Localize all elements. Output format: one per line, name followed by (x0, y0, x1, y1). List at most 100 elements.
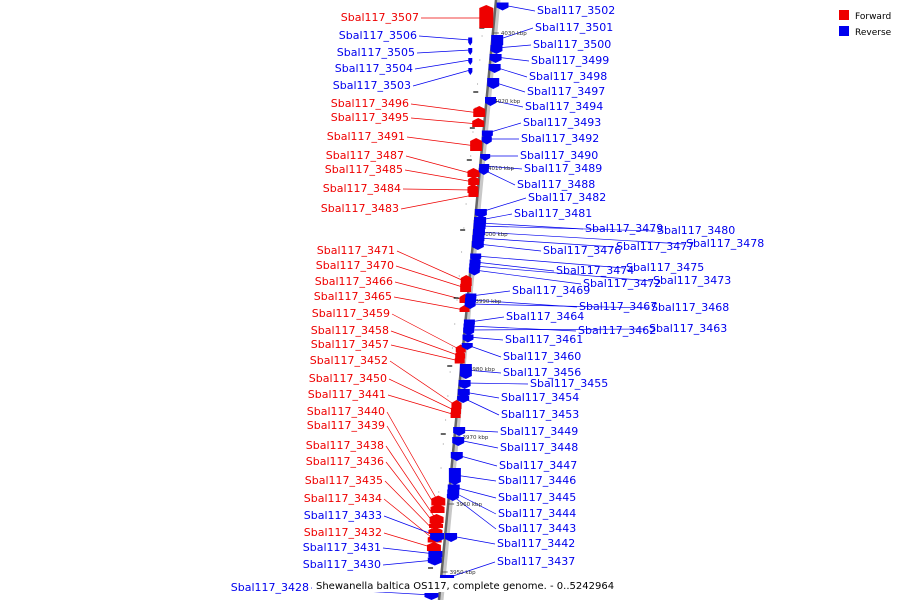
gene-glyph-Sbal117_3455 (458, 380, 471, 389)
gene-label-Sbal117_3506: Sbal117_3506 (339, 29, 417, 42)
gene-label-Sbal117_3493: Sbal117_3493 (523, 116, 601, 129)
gene-glyph-Sbal117_3439 (430, 504, 445, 513)
leader-line-Sbal117_3464 (469, 316, 505, 323)
leader-line-Sbal117_3478 (478, 231, 685, 245)
tick-label-7: 3960 kbp (456, 502, 482, 508)
gene-glyph-Sbal117_3494 (485, 97, 496, 106)
tick-label-8: 3950 kbp (450, 570, 476, 576)
gene-glyph-Sbal117_3497 (487, 78, 500, 89)
gene-label-Sbal117_3459: Sbal117_3459 (312, 307, 390, 320)
leader-line-Sbal117_3480 (479, 225, 656, 232)
leader-line-Sbal117_3440 (386, 411, 439, 503)
leader-line-Sbal117_3506 (418, 35, 471, 41)
gene-glyph-Sbal117_3482 (474, 209, 487, 218)
gene-label-Sbal117_3444: Sbal117_3444 (498, 507, 576, 520)
gene-glyph-Sbal117_3491 (470, 138, 483, 151)
leader-line-Sbal117_3442 (451, 535, 496, 545)
gene-label-Sbal117_3477: Sbal117_3477 (616, 240, 694, 253)
legend: Forward Reverse (839, 10, 892, 38)
gene-label-Sbal117_3471: Sbal117_3471 (317, 244, 395, 257)
leader-line-Sbal117_3495 (410, 117, 479, 125)
gene-label-Sbal117_3476: Sbal117_3476 (543, 244, 621, 257)
gene-label-Sbal117_3445: Sbal117_3445 (498, 491, 576, 504)
gene-label-Sbal117_3455: Sbal117_3455 (530, 377, 608, 390)
leader-line-Sbal117_3473 (474, 265, 652, 282)
legend-reverse-swatch (839, 26, 849, 36)
leader-line-Sbal117_3465 (393, 296, 465, 311)
gene-label-Sbal117_3434: Sbal117_3434 (304, 492, 382, 505)
gene-label-Sbal117_3461: Sbal117_3461 (505, 333, 583, 346)
gene-label-Sbal117_3470: Sbal117_3470 (316, 259, 394, 272)
leader-line-Sbal117_3485 (404, 169, 474, 183)
gene-glyph-Sbal117_3448 (452, 437, 465, 446)
leader-line-Sbal117_3482 (480, 197, 527, 213)
leader-line-Sbal117_3470 (395, 265, 466, 289)
leader-line-Sbal117_3477 (478, 237, 615, 248)
gene-glyph-Sbal117_3487 (467, 168, 480, 177)
leader-line-Sbal117_3460 (467, 344, 502, 358)
leader-line-Sbal117_3505 (416, 49, 471, 54)
gene-glyph-Sbal117_3435 (428, 527, 443, 534)
leader-line-Sbal117_3462 (469, 325, 577, 332)
leader-line-Sbal117_3430 (382, 559, 435, 566)
gene-label-Sbal117_3441: Sbal117_3441 (308, 388, 386, 401)
leader-line-Sbal117_3448 (458, 439, 499, 449)
gene-glyph-Sbal117_3432 (426, 542, 441, 551)
leader-line-Sbal117_3488 (483, 169, 516, 186)
gene-glyph-Sbal117_3476 (471, 241, 484, 250)
leader-line-Sbal117_3469 (470, 290, 511, 297)
leader-line-Sbal117_3446 (454, 474, 497, 482)
legend-reverse-label: Reverse (855, 28, 892, 38)
gene-label-Sbal117_3442: Sbal117_3442 (497, 537, 575, 550)
tick-label-6: 3970 kbp (462, 435, 488, 441)
gene-label-Sbal117_3480: Sbal117_3480 (657, 224, 735, 237)
gene-glyph-Sbal117_3504 (468, 58, 473, 65)
tick-label-0: 4030 kbp (501, 31, 527, 37)
gene-glyph-Sbal117_3441 (450, 409, 461, 418)
gene-glyph-Sbal117_3505 (468, 48, 473, 55)
gene-glyph-Sbal117_3430 (427, 557, 442, 566)
gene-label-Sbal117_3505: Sbal117_3505 (337, 46, 415, 59)
leader-line-Sbal117_3441 (387, 394, 456, 416)
gene-label-Sbal117_3485: Sbal117_3485 (325, 163, 403, 176)
gene-label-Sbal117_3479: Sbal117_3479 (585, 222, 663, 235)
gene-label-Sbal117_3432: Sbal117_3432 (304, 526, 382, 539)
gene-glyph-Sbal117_3438 (429, 514, 444, 523)
leader-line-Sbal117_3458 (390, 330, 461, 357)
gene-glyph-Sbal117_3454 (457, 389, 470, 398)
leader-line-Sbal117_3437 (446, 561, 496, 579)
gene-glyph-Sbal117_3492 (481, 136, 492, 145)
gene-label-Sbal117_3428: Sbal117_3428 (231, 581, 309, 594)
leader-line-Sbal117_3487 (405, 155, 474, 175)
gene-label-Sbal117_3447: Sbal117_3447 (499, 459, 577, 472)
gene-label-Sbal117_3472: Sbal117_3472 (583, 277, 661, 290)
gene-label-Sbal117_3495: Sbal117_3495 (331, 111, 409, 124)
gene-label-Sbal117_3473: Sbal117_3473 (653, 274, 731, 287)
gene-label-Sbal117_3449: Sbal117_3449 (500, 425, 578, 438)
gene-glyph-Sbal117_3447 (450, 452, 463, 461)
leader-line-Sbal117_3433 (383, 515, 438, 537)
gene-label-Sbal117_3460: Sbal117_3460 (503, 350, 581, 363)
gene-label-Sbal117_3492: Sbal117_3492 (521, 132, 599, 145)
leader-line-Sbal117_3452 (389, 360, 457, 407)
leader-line-Sbal117_3466 (394, 281, 465, 301)
gene-glyph-Sbal117_3460 (461, 343, 473, 350)
leader-line-Sbal117_3484 (402, 188, 473, 191)
gene-label-Sbal117_3487: Sbal117_3487 (326, 149, 404, 162)
leader-line-Sbal117_3444 (453, 491, 497, 515)
gene-label-Sbal117_3466: Sbal117_3466 (315, 275, 393, 288)
gene-label-Sbal117_3457: Sbal117_3457 (311, 338, 389, 351)
gene-label-Sbal117_3450: Sbal117_3450 (309, 372, 387, 385)
gene-label-Sbal117_3491: Sbal117_3491 (327, 130, 405, 143)
leader-line-Sbal117_3468 (470, 303, 650, 309)
leader-line-Sbal117_3439 (386, 425, 438, 511)
tick-label-3: 4000 kbp (482, 232, 508, 238)
gene-glyph-Sbal117_3506 (468, 37, 473, 46)
gene-label-Sbal117_3503: Sbal117_3503 (333, 79, 411, 92)
leader-line-Sbal117_3432 (383, 532, 435, 549)
gene-glyph-Sbal117_3488 (478, 168, 489, 175)
gene-glyph-Sbal117_3484 (467, 184, 479, 193)
gene-label-Sbal117_3502: Sbal117_3502 (537, 4, 615, 17)
gene-glyph-Sbal117_3463 (463, 327, 475, 336)
